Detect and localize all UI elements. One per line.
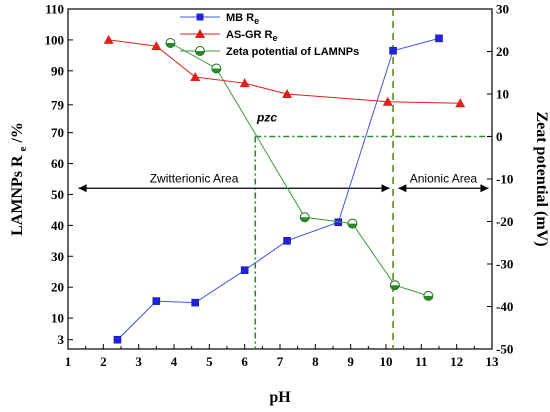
data-point-fill	[300, 217, 310, 222]
data-point	[347, 218, 358, 229]
data-point	[152, 297, 161, 305]
data-point-fill	[423, 295, 433, 301]
ticks: 1 2 3 4 5 6 7 8 9 10 11 12 1331020304050607079901001…	[45, 2, 514, 370]
x-tick-label: 4	[171, 354, 178, 369]
legend-label-sub: e	[272, 33, 277, 43]
series-layer	[103, 34, 466, 344]
y-left-tick-label: 100	[45, 32, 65, 47]
y-left-title-sub: e	[17, 146, 29, 151]
x-tick-label: 12	[450, 354, 463, 369]
y-right-tick-label: -20	[496, 214, 513, 229]
data-point	[151, 41, 162, 51]
data-point	[239, 78, 250, 88]
data-point	[211, 63, 222, 74]
x-tick-label: 7	[277, 354, 284, 369]
data-point	[382, 96, 393, 106]
legend-swatch-marker	[196, 13, 204, 21]
x-tick-label: 8	[312, 354, 319, 369]
x-axis-title: pH	[269, 389, 291, 406]
anionic-area-label: Anionic Area	[410, 171, 478, 185]
anionic-arrow-right-head	[480, 184, 489, 193]
y-right-tick-label: 0	[496, 129, 503, 144]
data-point	[165, 38, 176, 48]
pzc-label: pzc	[256, 111, 277, 125]
zwitterionic-arrow-left-head	[78, 184, 87, 193]
data-point	[423, 290, 434, 301]
y-left-tick-label: 60	[51, 156, 64, 171]
y-right-tick-label: -50	[496, 342, 513, 357]
y-right-tick-label: -30	[496, 257, 513, 272]
y-right-tick-label: 30	[496, 2, 509, 17]
y-right-tick-label: -40	[496, 299, 513, 314]
y-right-tick-label: 20	[496, 44, 509, 59]
y-left-tick-label: 30	[51, 249, 64, 264]
data-point-fill	[165, 43, 175, 48]
legend-item: AS-GR Re	[180, 29, 277, 43]
y-left-title-suffix: /%	[9, 122, 26, 143]
x-tick-label: 5	[206, 354, 213, 369]
legend-swatch-marker-fill	[195, 51, 205, 56]
series-2	[165, 38, 434, 301]
data-point	[240, 266, 249, 274]
y-left-tick-label: 70	[51, 125, 64, 140]
series-line	[170, 42, 429, 297]
data-point	[282, 89, 293, 98]
y-left-tick-label: 40	[51, 218, 64, 233]
x-tick-label: 10	[380, 354, 393, 369]
x-tick-label: 11	[415, 354, 427, 369]
x-tick-label: 1	[65, 354, 72, 369]
data-point-fill	[347, 223, 357, 229]
axis-titles: pH LAMNPs R e /% Zeat potential (mV)	[9, 111, 550, 406]
y-left-tick-label: 3	[58, 332, 65, 347]
y-right-tick-label: 10	[496, 87, 509, 102]
y-left-title-main: LAMNPs R	[9, 155, 26, 236]
legend-label-sub: e	[254, 16, 259, 26]
legend-label: AS-GR Re	[226, 29, 277, 43]
data-point	[191, 298, 199, 307]
y-right-tick-label: -10	[496, 172, 513, 187]
data-point	[435, 34, 443, 43]
reference-lines	[78, 9, 492, 349]
legend-label-main: MB R	[226, 12, 254, 24]
y-axis-left-title: LAMNPs R e /%	[9, 122, 30, 236]
x-tick-label: 6	[241, 354, 248, 369]
x-tick-label: 3	[135, 354, 142, 369]
legend-label-main: Zeta potential of LAMNPs	[226, 46, 359, 58]
x-tick-label: 13	[486, 354, 500, 369]
data-point	[283, 237, 291, 245]
legend-label-main: AS-GR R	[226, 29, 273, 41]
data-point-fill	[390, 285, 400, 290]
legend-item: Zeta potential of LAMNPs	[180, 46, 359, 58]
data-point	[103, 34, 114, 44]
data-point	[455, 98, 466, 108]
anionic-arrow-left-head	[398, 184, 407, 193]
y-left-tick-label: 90	[51, 63, 64, 78]
legend-label: MB Re	[226, 12, 259, 26]
x-tick-label: 9	[347, 354, 354, 369]
legend-swatch-marker	[195, 29, 205, 38]
zwitterionic-area-label: Zwitterionic Area	[150, 171, 239, 185]
legend-label: Zeta potential of LAMNPs	[226, 46, 359, 58]
y-left-tick-label: 110	[45, 2, 64, 17]
data-point	[389, 280, 400, 291]
series-line	[117, 37, 440, 341]
data-point	[389, 46, 397, 55]
annotations: pzc Zwitterionic Area Anionic Area	[150, 111, 478, 186]
data-point-fill	[211, 68, 221, 73]
series-0	[113, 34, 443, 344]
data-point	[113, 335, 122, 344]
data-point	[190, 72, 201, 81]
y-left-tick-label: 10	[51, 311, 64, 326]
data-point	[299, 212, 310, 223]
y-left-tick-label: 79	[51, 97, 65, 112]
x-tick-label: 2	[100, 354, 107, 369]
y-left-tick-label: 20	[51, 280, 64, 295]
series-1	[103, 34, 466, 108]
legend-item: MB Re	[180, 12, 259, 26]
y-axis-right-title: Zeat potential (mV)	[533, 111, 550, 246]
zwitterionic-arrow-right-head	[381, 184, 390, 193]
y-left-tick-label: 50	[51, 187, 64, 202]
